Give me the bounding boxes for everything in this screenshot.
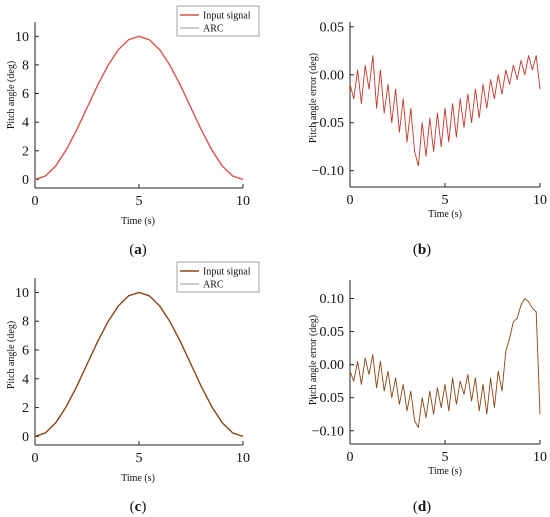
panel-c-legend-entry: Input signal [203, 267, 251, 278]
panel-a-ytick-label: 8 [22, 58, 29, 73]
panel-c-ytick-label: 8 [22, 315, 29, 330]
panel-d-series-error-line [349, 298, 541, 428]
panel-c-legend-entry: ARC [203, 280, 224, 291]
panel-c-ytick-label: 10 [15, 286, 29, 301]
panel-d-xlabel: Time (s) [428, 466, 462, 477]
panel-b-plot: 0 5 10 −0.10 −0.05 0.00 0.05 [312, 20, 547, 208]
panel-c-label: (c) [130, 499, 147, 515]
panel-a-series-input-signal-line [34, 35, 244, 181]
panel-a-xtick-label: 0 [32, 194, 39, 209]
panel-c-series-input-signal-line [34, 291, 244, 438]
panel-b-ytick-label: −0.10 [312, 164, 344, 179]
panel-c-series-arc-line [34, 291, 244, 437]
panel-c-ytick-label: 4 [22, 372, 29, 387]
panel-c-plot: 0 5 10 0 2 4 6 8 10 Input signal ARC [15, 261, 260, 466]
panel-c-xtick-label: 10 [236, 451, 250, 466]
panel-c-xlabel: Time (s) [121, 473, 155, 484]
panel-d-xtick-label: 10 [533, 450, 547, 465]
panel-d-ytick-label: 0.00 [320, 358, 345, 373]
panel-a-legend-entry: ARC [203, 24, 224, 35]
panel-b-ylabel: Pitch angle error (deg) [308, 53, 319, 143]
panel-d-label: (d) [413, 499, 431, 515]
panel-d-ytick-label: 0.05 [320, 325, 345, 340]
panel-a-ytick-label: 4 [22, 116, 29, 131]
panel-d-ylabel: Pitch angle error (deg) [308, 315, 319, 405]
panel-b-xlabel: Time (s) [428, 209, 462, 220]
panel-a-ylabel: Pitch angle (deg) [6, 61, 17, 129]
panel-b-xtick-label: 0 [347, 193, 354, 208]
panel-b-ytick-label: −0.05 [312, 116, 344, 131]
panel-b: 0 5 10 −0.10 −0.05 0.00 0.05 Time (s) Pitch an… [308, 20, 547, 258]
panel-c-legend [176, 261, 260, 293]
panel-a-ytick-label: 2 [22, 144, 29, 159]
panel-a-label: (a) [129, 242, 147, 258]
panel-d-ytick-label: −0.05 [312, 391, 344, 406]
panel-a-xtick-label: 5 [136, 194, 143, 209]
panel-a-series-arc-line [34, 35, 244, 180]
panel-b-xtick-label: 10 [533, 193, 547, 208]
panel-c-ytick-label: 6 [22, 343, 29, 358]
panel-c-xtick-label: 5 [136, 451, 143, 466]
panel-c-ytick-label: 2 [22, 401, 29, 416]
panel-a-ytick-label: 0 [22, 173, 29, 188]
panel-b-series-error-line [349, 55, 541, 167]
panel-a-ytick-label: 6 [22, 87, 29, 102]
panel-b-ytick-label: 0.05 [320, 20, 345, 35]
panel-a-xtick-label: 10 [236, 194, 250, 209]
panel-c-ytick-label: 0 [22, 430, 29, 445]
panel-b-xtick-label: 5 [442, 193, 449, 208]
panel-d-xtick-label: 0 [347, 450, 354, 465]
panel-c: 0 5 10 0 2 4 6 8 10 Input signal ARC Time (s) Pitc… [6, 261, 260, 515]
panel-d: 0 5 10 −0.10 −0.05 0.00 0.05 0.10 Time (s) Pitc… [308, 280, 547, 515]
panel-d-xtick-label: 5 [442, 450, 449, 465]
panel-a: 0 5 10 0 2 4 6 8 10 Input signal ARC Time (s) Pitc… [6, 5, 260, 258]
panel-b-label: (b) [413, 242, 431, 258]
panel-c-ylabel: Pitch angle (deg) [6, 321, 17, 389]
panel-b-ytick-label: 0.00 [320, 68, 345, 83]
panel-c-xtick-label: 0 [32, 451, 39, 466]
panel-a-plot: 0 5 10 0 2 4 6 8 10 Input signal ARC [15, 5, 260, 209]
panel-a-ytick-label: 10 [15, 30, 29, 45]
panel-a-xlabel: Time (s) [121, 216, 155, 227]
panel-a-legend-entry: Input signal [203, 11, 251, 22]
panel-d-ytick-label: 0.10 [320, 292, 345, 307]
panel-d-plot: 0 5 10 −0.10 −0.05 0.00 0.05 0.10 [312, 280, 547, 465]
panel-d-ytick-label: −0.10 [312, 424, 344, 439]
panel-a-legend [176, 5, 260, 37]
